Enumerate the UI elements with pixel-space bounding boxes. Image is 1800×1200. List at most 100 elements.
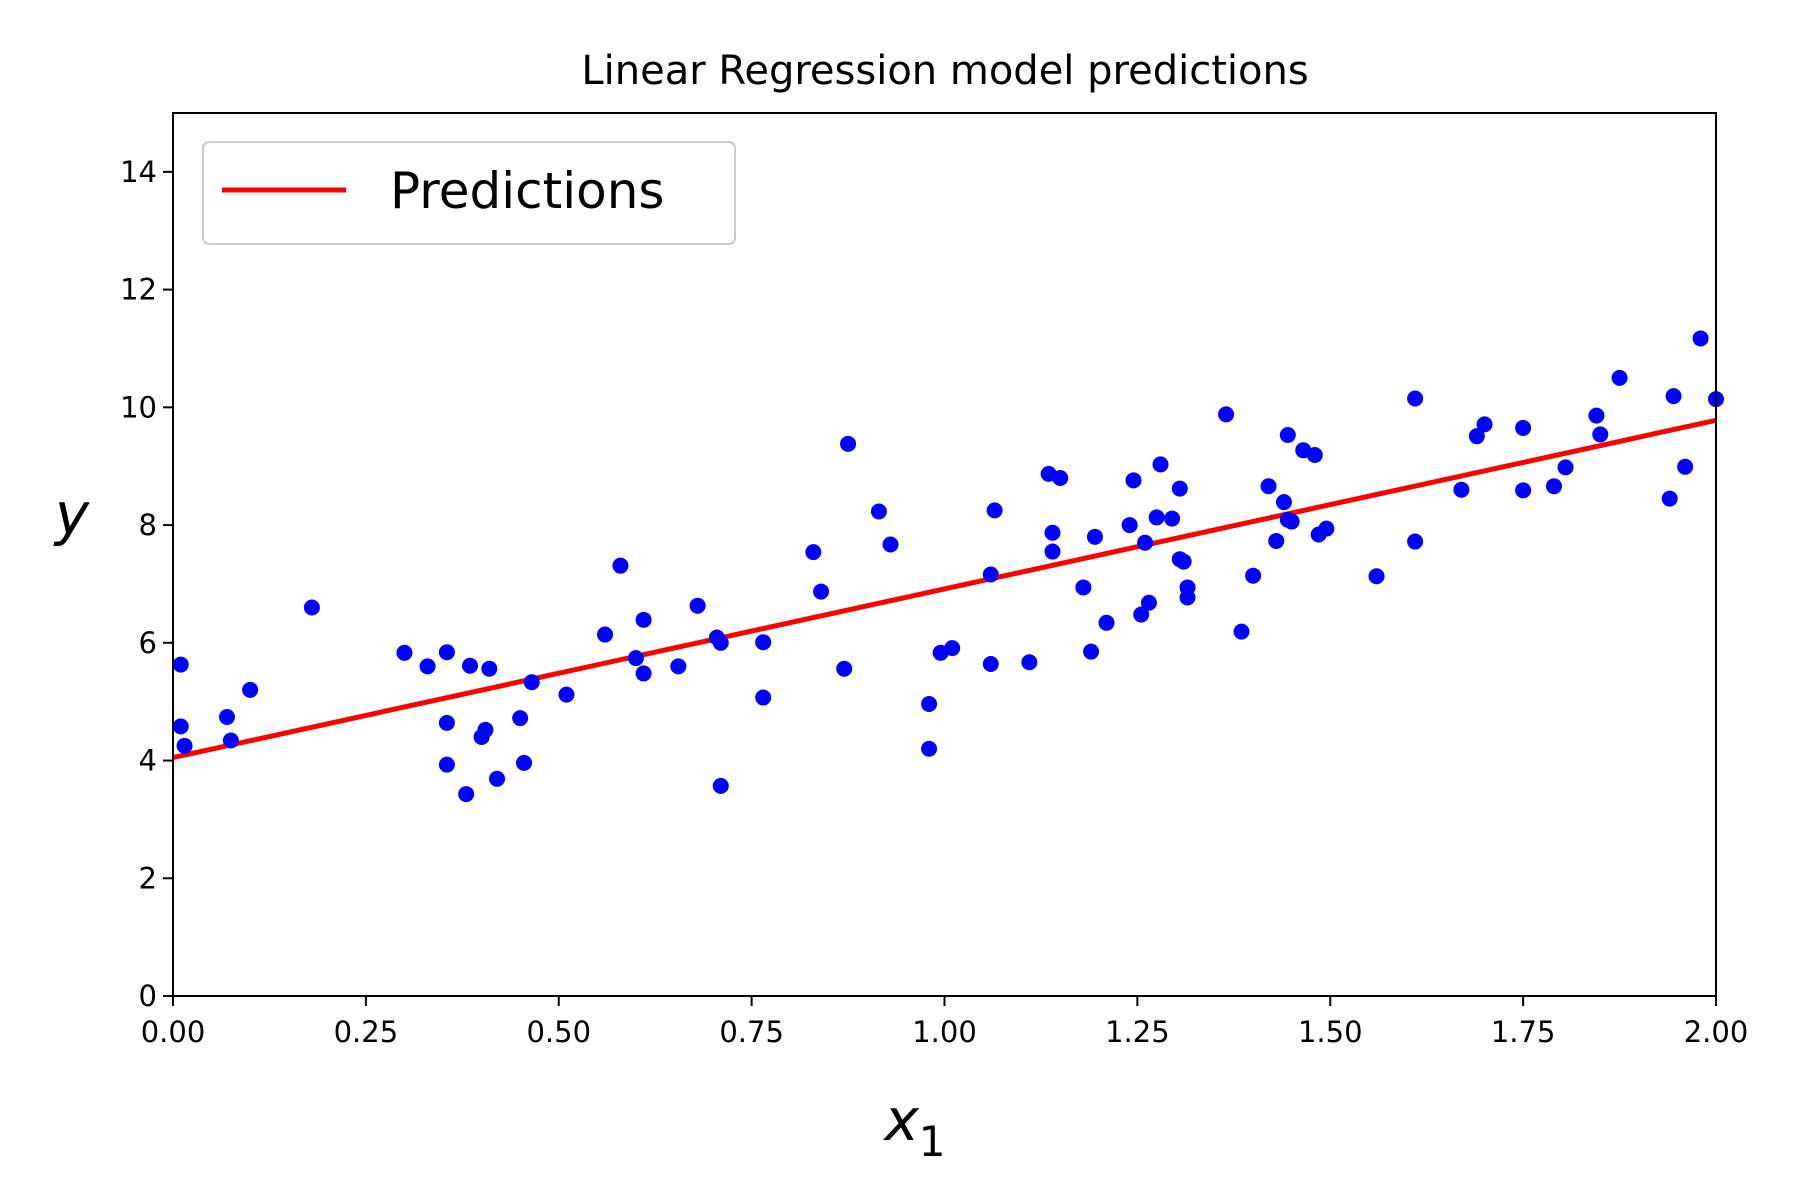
- scatter-point: [172, 656, 189, 673]
- scatter-point: [921, 740, 938, 757]
- scatter-point: [1588, 407, 1605, 424]
- scatter-point: [1260, 478, 1277, 495]
- x-tick-label: 1.50: [1298, 1015, 1363, 1049]
- scatter-point: [882, 536, 899, 553]
- scatter-point: [1468, 428, 1485, 445]
- scatter-point: [523, 674, 540, 691]
- scatter-point: [438, 644, 455, 661]
- scatter-point: [982, 566, 999, 583]
- scatter-point: [1515, 482, 1532, 499]
- scatter-point: [635, 665, 652, 682]
- scatter-point: [222, 732, 239, 749]
- scatter-point: [1611, 369, 1628, 386]
- scatter-point: [1125, 472, 1142, 489]
- scatter-point: [755, 634, 772, 651]
- scatter-point: [1476, 416, 1493, 433]
- regression-line-group: [172, 417, 1717, 761]
- scatter-point: [1140, 594, 1157, 611]
- scatter-point: [1021, 654, 1038, 671]
- y-tick-label: 12: [120, 273, 157, 307]
- scatter-point: [1275, 494, 1292, 511]
- scatter-point: [1453, 481, 1470, 498]
- scatter-point: [1592, 426, 1609, 443]
- scatter-point: [1283, 513, 1300, 530]
- scatter-point: [1121, 517, 1138, 534]
- scatter-point: [689, 597, 706, 614]
- scatter-point: [1692, 330, 1709, 347]
- x-tick-label: 1.00: [912, 1015, 977, 1049]
- scatter-point: [303, 599, 320, 616]
- scatter-point: [477, 721, 494, 738]
- x-tick-label: 1.75: [1491, 1015, 1556, 1049]
- scatter-point: [489, 770, 506, 787]
- y-tick-label: 14: [120, 155, 157, 189]
- scatter-point: [1133, 606, 1150, 623]
- y-tick-label: 0: [139, 979, 157, 1013]
- y-axis: 0 2 4 6 8 10 12 14: [120, 155, 173, 1013]
- scatter-point: [921, 696, 938, 713]
- scatter-point: [1407, 533, 1424, 550]
- scatter-point: [419, 658, 436, 675]
- scatter-point: [670, 658, 687, 675]
- scatter-points-group: [172, 330, 1724, 803]
- x-axis-label-main: x: [882, 1086, 919, 1154]
- scatter-point: [1557, 459, 1574, 476]
- scatter-point: [1175, 553, 1192, 570]
- scatter-point: [1179, 589, 1196, 606]
- scatter-point: [870, 503, 887, 520]
- scatter-point: [1152, 456, 1169, 473]
- scatter-point: [1677, 458, 1694, 475]
- scatter-point: [1052, 469, 1069, 486]
- x-tick-label: 1.25: [1105, 1015, 1170, 1049]
- scatter-point: [1044, 524, 1061, 541]
- y-tick-label: 8: [139, 508, 157, 542]
- scatter-point: [1545, 478, 1562, 495]
- scatter-point: [635, 611, 652, 628]
- x-axis-label-subscript: 1: [919, 1117, 946, 1166]
- scatter-point: [836, 660, 853, 677]
- scatter-point: [982, 655, 999, 672]
- scatter-point: [558, 686, 575, 703]
- scatter-point: [242, 681, 259, 698]
- x-axis: 0.00 0.25 0.50 0.75 1.00 1.25 1.50 1.75 2.00: [141, 996, 1749, 1049]
- scatter-point: [612, 557, 629, 574]
- x-tick-label: 0.00: [141, 1015, 206, 1049]
- scatter-point: [712, 777, 729, 794]
- scatter-point: [755, 689, 772, 706]
- y-tick-label: 2: [139, 861, 157, 895]
- scatter-point: [1318, 520, 1335, 537]
- scatter-point: [1515, 419, 1532, 436]
- scatter-point: [516, 754, 533, 771]
- y-tick-label: 4: [139, 744, 157, 778]
- scatter-point: [1665, 388, 1682, 405]
- legend: Predictions: [202, 141, 736, 245]
- scatter-point: [1083, 643, 1100, 660]
- scatter-point: [597, 626, 614, 643]
- scatter-point: [1075, 579, 1092, 596]
- scatter-point: [1407, 390, 1424, 407]
- scatter-point: [1137, 534, 1154, 551]
- scatter-point: [438, 756, 455, 773]
- scatter-point: [1164, 510, 1181, 527]
- y-axis-label: y: [53, 480, 90, 548]
- x-tick-label: 2.00: [1684, 1015, 1749, 1049]
- scatter-point: [627, 650, 644, 667]
- scatter-point: [986, 502, 1003, 519]
- scatter-point: [458, 786, 475, 803]
- scatter-point: [1368, 568, 1385, 585]
- scatter-point: [1098, 614, 1115, 631]
- scatter-point: [1148, 509, 1165, 526]
- scatter-point: [1306, 447, 1323, 464]
- scatter-point: [219, 708, 236, 725]
- scatter-point: [805, 544, 822, 561]
- scatter-point: [1171, 480, 1188, 497]
- scatter-point: [944, 640, 961, 657]
- scatter-point: [1044, 543, 1061, 560]
- scatter-point: [481, 660, 498, 677]
- x-tick-label: 0.50: [526, 1015, 591, 1049]
- scatter-point: [1218, 406, 1235, 423]
- scatter-point: [1279, 427, 1296, 444]
- x-tick-label: 0.75: [719, 1015, 784, 1049]
- scatter-point: [396, 644, 413, 661]
- scatter-point: [172, 718, 189, 735]
